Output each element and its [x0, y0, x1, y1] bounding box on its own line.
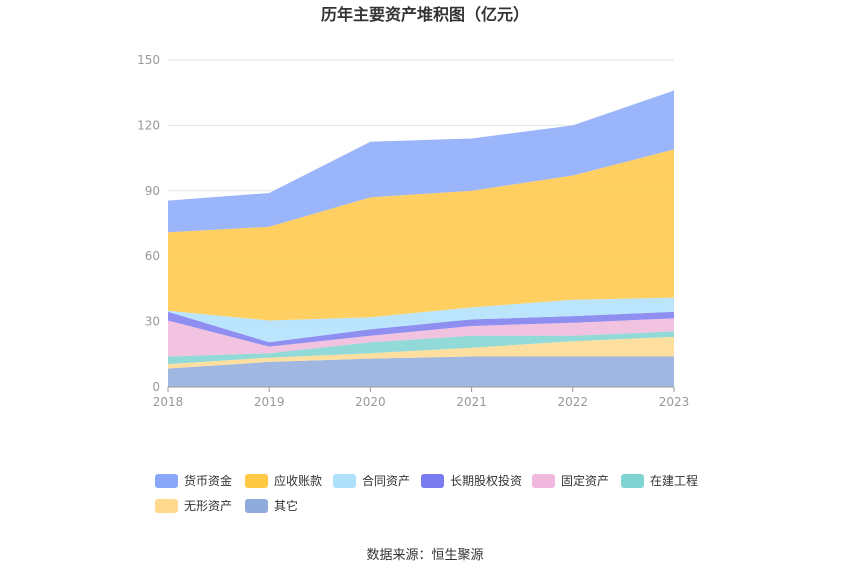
- legend-label: 无形资产: [184, 499, 232, 513]
- legend-swatch: [245, 499, 268, 513]
- y-tick-label: 150: [137, 53, 160, 67]
- area-series-1: [168, 336, 674, 369]
- y-tick-label: 60: [145, 249, 160, 263]
- legend-item[interactable]: 长期股权投资: [421, 473, 522, 488]
- legend-label: 在建工程: [650, 473, 698, 488]
- y-tick-label: 120: [137, 118, 160, 132]
- legend-item[interactable]: 在建工程: [621, 473, 698, 488]
- legend-swatch: [532, 474, 555, 488]
- legend-swatch: [421, 474, 444, 488]
- area-series-3: [168, 318, 674, 357]
- legend-item[interactable]: 固定资产: [532, 473, 609, 488]
- x-tick-label: 2020: [355, 395, 386, 409]
- legend-item[interactable]: 无形资产: [155, 499, 232, 513]
- legend-swatch: [155, 474, 178, 488]
- legend-label: 其它: [274, 498, 298, 513]
- y-tick-label: 0: [152, 380, 160, 394]
- area-series: [168, 90, 674, 387]
- chart-title: 历年主要资产堆积图（亿元）: [321, 5, 529, 24]
- area-series-4: [168, 311, 674, 347]
- area-series-0: [168, 356, 674, 387]
- legend-item[interactable]: 应收账款: [245, 473, 322, 488]
- x-tick-label: 2023: [659, 395, 690, 409]
- legend-label: 长期股权投资: [450, 473, 522, 488]
- legend-label: 合同资产: [362, 473, 410, 488]
- legend-swatch: [333, 474, 356, 488]
- x-tick-label: 2018: [153, 395, 184, 409]
- area-series-7: [168, 90, 674, 233]
- area-series-2: [168, 331, 674, 365]
- legend-swatch: [245, 474, 268, 488]
- x-tick-label: 2021: [456, 395, 487, 409]
- y-tick-label: 90: [145, 184, 160, 198]
- x-tick-label: 2019: [254, 395, 285, 409]
- x-tick-label: 2022: [558, 395, 589, 409]
- area-series-5: [168, 297, 674, 343]
- axes: 0 30 60 90 120 150 2018 2019 2020 2021 2022 2023: [137, 53, 689, 409]
- legend-swatch: [621, 474, 644, 488]
- legend-label: 货币资金: [184, 473, 232, 488]
- legend-label: 应收账款: [274, 473, 322, 488]
- legend-item[interactable]: 货币资金: [155, 473, 232, 488]
- y-tick-label: 30: [145, 315, 160, 329]
- legend-label: 固定资产: [561, 473, 609, 488]
- area-series-6: [168, 149, 674, 321]
- legend-item[interactable]: 其它: [245, 498, 298, 513]
- legend-item[interactable]: 合同资产: [333, 473, 410, 488]
- data-source-note: 数据来源：恒生聚源: [366, 548, 483, 563]
- legend-swatch: [155, 499, 178, 513]
